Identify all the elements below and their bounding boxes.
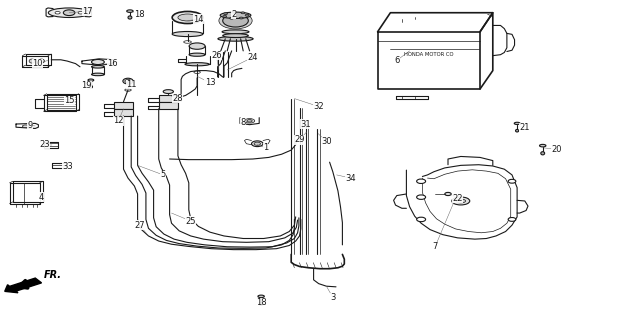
Text: 28: 28 [173, 94, 183, 103]
Text: 19: 19 [81, 81, 92, 90]
Ellipse shape [252, 141, 263, 147]
Ellipse shape [452, 197, 470, 205]
Ellipse shape [223, 15, 227, 17]
Text: 7: 7 [433, 242, 438, 251]
Text: 30: 30 [321, 137, 332, 146]
Ellipse shape [125, 80, 131, 83]
Text: 20: 20 [552, 145, 562, 154]
Text: FR.: FR. [44, 271, 61, 280]
Ellipse shape [178, 14, 197, 21]
Text: 6: 6 [394, 56, 399, 65]
Ellipse shape [245, 14, 249, 16]
Text: 9: 9 [28, 121, 33, 130]
Ellipse shape [508, 218, 516, 221]
Text: 5: 5 [161, 170, 166, 179]
Ellipse shape [508, 179, 516, 183]
Text: 29: 29 [294, 135, 305, 144]
Ellipse shape [55, 11, 60, 14]
Text: 33: 33 [62, 162, 72, 171]
Text: 34: 34 [346, 174, 356, 183]
Text: 32: 32 [314, 102, 324, 111]
Ellipse shape [127, 10, 133, 12]
Ellipse shape [63, 10, 75, 16]
Bar [159, 102, 178, 109]
Ellipse shape [172, 11, 203, 24]
Ellipse shape [258, 295, 264, 298]
Ellipse shape [78, 11, 83, 14]
Text: 12: 12 [113, 116, 124, 125]
Ellipse shape [38, 59, 45, 63]
Text: 26: 26 [211, 51, 221, 60]
Ellipse shape [49, 8, 90, 17]
Text: 27: 27 [134, 221, 145, 230]
Ellipse shape [218, 36, 253, 41]
Text: HONDA MOTOR CO: HONDA MOTOR CO [404, 52, 454, 57]
Text: 15: 15 [64, 96, 74, 105]
Text: 31: 31 [301, 120, 311, 128]
Ellipse shape [223, 34, 248, 38]
Ellipse shape [123, 78, 133, 84]
Text: 13: 13 [205, 78, 215, 87]
Ellipse shape [259, 302, 263, 305]
Ellipse shape [22, 125, 29, 128]
Ellipse shape [223, 13, 227, 15]
Text: 22: 22 [452, 194, 463, 203]
Text: 17: 17 [83, 7, 93, 16]
Ellipse shape [29, 59, 35, 63]
Bar [114, 102, 133, 109]
Text: 3: 3 [330, 293, 335, 302]
Ellipse shape [541, 152, 545, 155]
Text: 11: 11 [126, 80, 136, 89]
Ellipse shape [445, 192, 451, 196]
Ellipse shape [456, 199, 466, 203]
Ellipse shape [92, 73, 104, 76]
Ellipse shape [241, 12, 245, 14]
Text: 24: 24 [248, 53, 258, 62]
Ellipse shape [220, 12, 251, 18]
Text: 2: 2 [231, 10, 236, 19]
Ellipse shape [128, 16, 132, 19]
Text: 4: 4 [39, 193, 44, 202]
Text: 18: 18 [134, 10, 145, 19]
Ellipse shape [222, 30, 249, 34]
Ellipse shape [540, 144, 546, 147]
Ellipse shape [223, 14, 248, 27]
Ellipse shape [185, 63, 209, 66]
Ellipse shape [417, 179, 426, 183]
Text: 10: 10 [32, 59, 42, 68]
Ellipse shape [88, 79, 93, 81]
Ellipse shape [90, 86, 93, 88]
Ellipse shape [417, 217, 426, 222]
Ellipse shape [230, 17, 234, 19]
Ellipse shape [239, 17, 243, 19]
Text: 1: 1 [263, 143, 268, 152]
Text: 23: 23 [40, 140, 50, 149]
Ellipse shape [92, 66, 104, 68]
Ellipse shape [189, 43, 205, 49]
Ellipse shape [515, 122, 520, 125]
Ellipse shape [219, 12, 252, 29]
Text: 25: 25 [186, 217, 196, 225]
Text: 18: 18 [256, 298, 266, 307]
Text: 16: 16 [107, 59, 117, 68]
Text: 8: 8 [241, 118, 246, 127]
Ellipse shape [232, 11, 236, 13]
Bar [159, 95, 178, 102]
Text: 21: 21 [520, 123, 530, 132]
Ellipse shape [244, 119, 255, 123]
Ellipse shape [163, 90, 173, 93]
Ellipse shape [417, 195, 426, 199]
Ellipse shape [92, 59, 104, 65]
Ellipse shape [516, 129, 519, 132]
Ellipse shape [254, 142, 260, 145]
FancyArrow shape [4, 278, 42, 293]
Ellipse shape [189, 53, 205, 56]
Ellipse shape [247, 120, 252, 122]
Ellipse shape [125, 89, 131, 91]
Bar [114, 109, 133, 116]
Ellipse shape [172, 31, 203, 37]
Text: 14: 14 [193, 15, 204, 24]
